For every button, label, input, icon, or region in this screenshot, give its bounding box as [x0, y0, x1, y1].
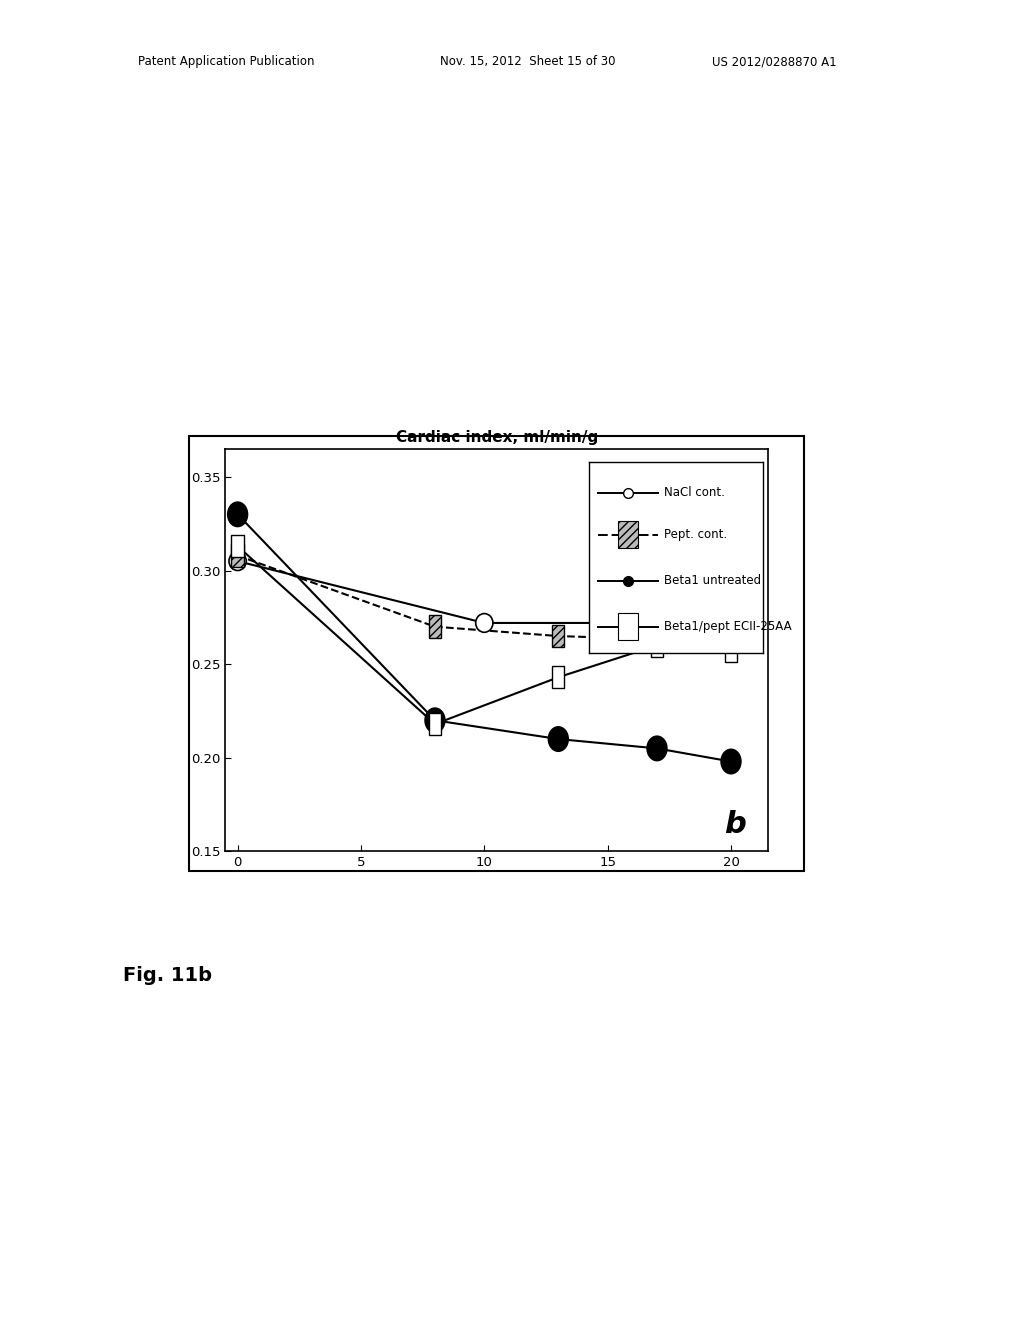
Bar — [429, 713, 441, 735]
Bar — [651, 634, 664, 656]
Title: Cardiac index, ml/min/g: Cardiac index, ml/min/g — [395, 430, 598, 445]
Bar — [552, 624, 564, 647]
Ellipse shape — [476, 614, 493, 632]
Bar — [429, 615, 441, 638]
Text: Fig. 11b: Fig. 11b — [123, 966, 212, 985]
Bar — [231, 535, 244, 557]
Ellipse shape — [721, 750, 741, 774]
Text: b: b — [724, 810, 746, 840]
Bar — [725, 640, 737, 663]
Text: NaCl cont.: NaCl cont. — [664, 486, 725, 499]
Ellipse shape — [647, 737, 667, 760]
Ellipse shape — [549, 727, 568, 751]
Text: Nov. 15, 2012  Sheet 15 of 30: Nov. 15, 2012 Sheet 15 of 30 — [440, 55, 615, 69]
Ellipse shape — [227, 502, 248, 527]
Bar — [618, 521, 638, 548]
Bar — [725, 631, 737, 653]
Text: Patent Application Publication: Patent Application Publication — [138, 55, 314, 69]
Text: Beta1 untreated: Beta1 untreated — [664, 574, 761, 587]
Bar — [231, 544, 244, 566]
Text: Beta1/pept ECII-25AA: Beta1/pept ECII-25AA — [664, 620, 792, 634]
Bar — [618, 614, 638, 640]
Ellipse shape — [229, 552, 246, 570]
Ellipse shape — [722, 627, 739, 645]
Ellipse shape — [425, 708, 444, 733]
Text: Pept. cont.: Pept. cont. — [664, 528, 727, 541]
Ellipse shape — [599, 614, 616, 632]
Text: US 2012/0288870 A1: US 2012/0288870 A1 — [712, 55, 837, 69]
Bar — [552, 667, 564, 689]
